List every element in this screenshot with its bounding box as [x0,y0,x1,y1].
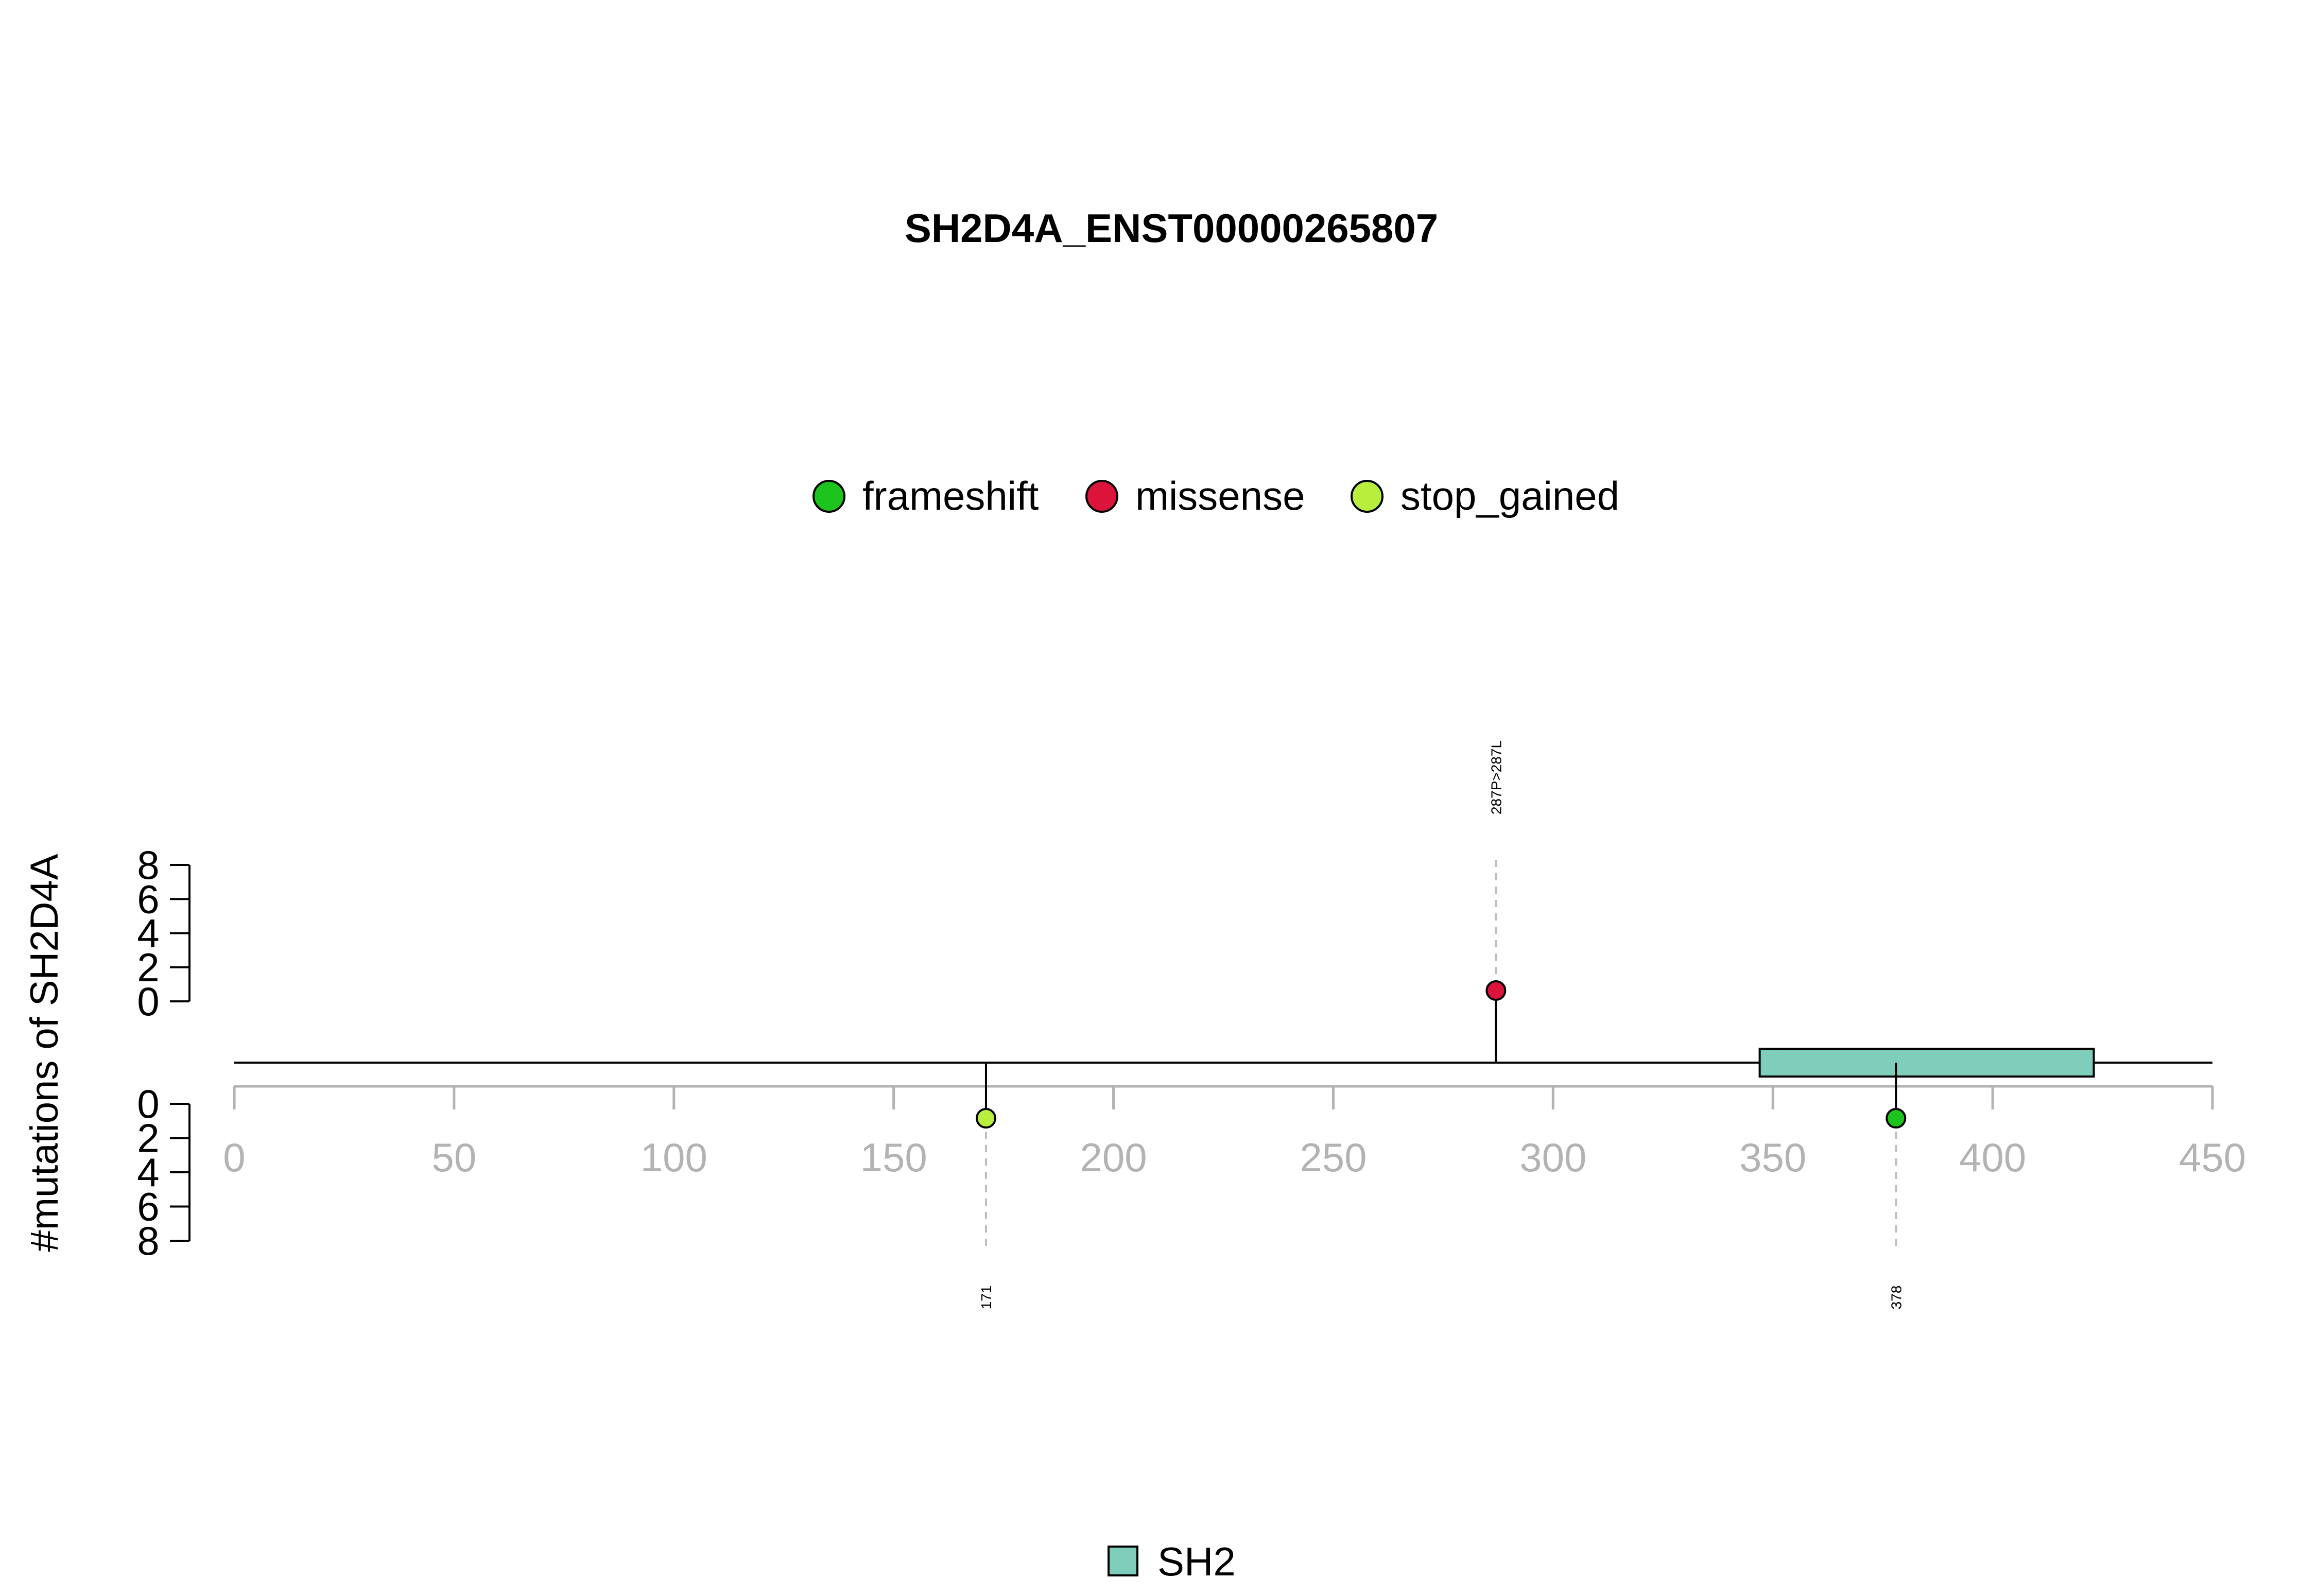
y-bottom-tick-label: 4 [137,1150,159,1195]
domain-legend-label: SH2 [1157,1539,1236,1584]
mutation-point-missense [1485,980,1507,1001]
mutation-label: 378 [1888,1286,1904,1310]
chart-title: SH2D4A_ENST00000265807 [905,205,1438,251]
x-tick-label: 350 [1739,1135,1806,1180]
mutation-lollipops: 287P>287L 171 378 [975,740,1907,1310]
x-tick-label: 0 [223,1135,245,1180]
domain-layer [1758,1048,2095,1078]
y-bottom-tick-label: 2 [137,1116,159,1161]
legend-marker-frameshift [812,480,845,513]
x-tick-label: 400 [1959,1135,2026,1180]
mutation-label: 287P>287L [1488,740,1504,814]
y-axis-label: #mutations of SH2D4A [23,854,66,1252]
x-axis: 0 50 100 150 200 250 300 350 400 450 [223,1085,2246,1180]
y-top-tick-label: 4 [137,911,159,956]
y-top-tick-label: 6 [137,876,159,922]
y-top-tick-label: 0 [137,979,159,1024]
mutation-label: 171 [978,1286,994,1310]
domain-legend-swatch [1108,1546,1138,1576]
x-tick-label: 450 [2179,1135,2246,1180]
x-tick-label: 200 [1080,1135,1147,1180]
domain-SH2 [1758,1048,2095,1078]
y-top-tick-label: 2 [137,945,159,990]
legend-marker-missense [1085,480,1118,513]
mutation-point-frameshift [1886,1108,1907,1129]
x-tick-label: 300 [1519,1135,1586,1180]
mutation-point-stop_gained [975,1108,996,1129]
y-bottom-tick-label: 0 [137,1081,159,1126]
domain-legend: SH2 [1108,1539,1236,1584]
legend-label-frameshift: frameshift [862,473,1039,518]
legend-marker-stop_gained [1351,480,1384,513]
legend-label-stop_gained: stop_gained [1400,473,1619,518]
x-tick-label: 150 [860,1135,927,1180]
y-bottom-tick-label: 6 [137,1184,159,1229]
x-tick-label: 50 [432,1135,477,1180]
legend-label-missense: missense [1135,473,1305,518]
mutation-type-legend: frameshift missense stop_gained [812,473,1619,518]
y-bottom-tick-label: 8 [137,1218,159,1263]
x-tick-label: 250 [1300,1135,1367,1180]
y-top-tick-label: 8 [137,842,159,888]
x-tick-label: 100 [641,1135,707,1180]
